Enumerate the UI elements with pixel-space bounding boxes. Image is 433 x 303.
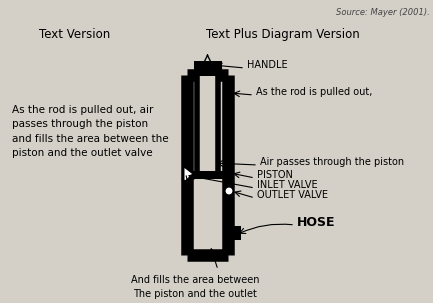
Text: HOSE: HOSE — [297, 215, 336, 228]
Text: Text Version: Text Version — [39, 28, 110, 41]
Bar — [227, 226, 241, 240]
Text: Air passes through the piston: Air passes through the piston — [260, 157, 404, 167]
Text: HANDLE: HANDLE — [247, 60, 288, 70]
Circle shape — [225, 187, 233, 195]
Text: INLET VALVE: INLET VALVE — [257, 180, 318, 190]
Text: As the rod is pulled out,: As the rod is pulled out, — [256, 87, 372, 97]
Text: OUTLET VALVE: OUTLET VALVE — [257, 190, 328, 200]
Bar — [194, 61, 222, 70]
Bar — [198, 76, 217, 175]
Polygon shape — [184, 167, 193, 182]
Text: As the rod is pulled out, air
passes through the piston
and fills the area betwe: As the rod is pulled out, air passes thr… — [12, 105, 168, 158]
Bar — [196, 70, 219, 75]
Text: Text Plus Diagram Version: Text Plus Diagram Version — [206, 28, 360, 41]
Text: PISTON: PISTON — [257, 170, 293, 180]
Bar — [186, 171, 229, 179]
Text: Source: Mayer (2001).: Source: Mayer (2001). — [336, 8, 430, 17]
Text: And fills the area between
The piston and the outlet
valve: And fills the area between The piston an… — [131, 275, 259, 303]
